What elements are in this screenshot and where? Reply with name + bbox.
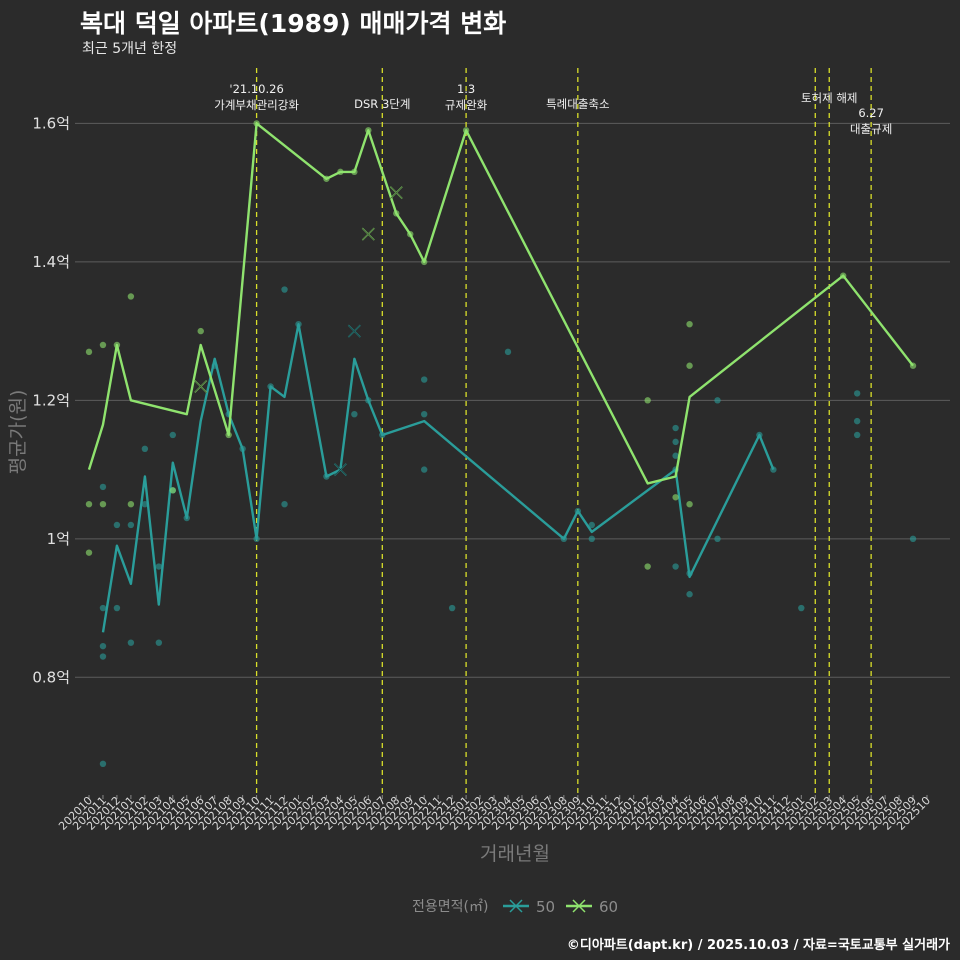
series-60-point: [99, 341, 107, 349]
series-50-point: [421, 466, 428, 473]
series-50-point: [169, 431, 176, 439]
series-60-point: [644, 563, 651, 570]
series-50-point: [448, 604, 456, 612]
series-50-point: [99, 642, 107, 650]
series-50-point: [113, 521, 121, 529]
series-50-point: [853, 431, 861, 439]
policy-label: 1.3: [457, 82, 475, 96]
series-50-point: [99, 653, 107, 660]
series-50-point: [672, 452, 679, 459]
series-50-point: [99, 760, 107, 768]
series-60-point: [85, 348, 93, 356]
series-60-point: [197, 327, 204, 335]
series-50-point: [672, 424, 679, 432]
chart-title: 복대 덕일 아파트(1989) 매매가격 변화: [80, 9, 507, 38]
series-60-cross-outline: [362, 227, 375, 241]
series-60-point: [169, 487, 176, 494]
series-60-cross-outline: [194, 380, 207, 393]
series-60-point: [686, 320, 693, 328]
series-50-point: [421, 376, 428, 383]
series-60-cross-outline: [390, 186, 403, 199]
legend-label: 60: [599, 898, 618, 916]
series-50-point: [421, 410, 428, 418]
series-50-point: [588, 535, 595, 543]
series-60-point: [686, 501, 693, 508]
series-50-point: [853, 417, 861, 425]
policy-label: 대출규제: [850, 122, 892, 136]
legend-key-cross: [572, 899, 586, 913]
series-50-point: [127, 521, 135, 529]
series-60-point: [127, 501, 135, 508]
policy-label: 가계부채관리강화: [214, 98, 299, 112]
series-50-point: [113, 604, 121, 612]
series-50-point: [672, 438, 679, 446]
policy-label: 6.27: [858, 106, 884, 120]
series-50-line: [101, 323, 775, 633]
chart-subtitle: 최근 5개년 한정: [82, 41, 178, 57]
series-50-point: [351, 410, 358, 418]
series-60-point: [644, 397, 651, 404]
y-axis-title: 평균가(원): [7, 390, 29, 475]
legend-title: 전용면적(㎡): [412, 899, 488, 915]
series-50-cross-outline: [334, 463, 347, 476]
y-tick-label: 1.2억: [32, 391, 70, 409]
series-50-point: [127, 639, 135, 646]
policy-label: DSR 3단계: [354, 97, 410, 111]
series-50-point: [141, 501, 149, 508]
y-tick-label: 1.6억: [32, 114, 70, 132]
series-50-point: [504, 348, 512, 356]
policy-label: 토허제 해제: [801, 91, 858, 105]
series-60-point: [686, 362, 693, 369]
series-60-point: [99, 501, 107, 508]
series-50-point: [588, 521, 595, 529]
series-50-point: [155, 639, 163, 646]
series-60-line: [87, 122, 914, 485]
series-50-point: [686, 591, 693, 598]
source-caption: ©디아파트(dapt.kr) / 2025.10.03 / 자료=국토교통부 실…: [566, 938, 950, 953]
policy-label: 특례대출축소: [546, 97, 609, 111]
series-50-point: [281, 501, 288, 508]
policy-label: 규제완화: [445, 98, 488, 112]
series-50-point: [99, 483, 107, 491]
series-60-point: [85, 501, 93, 508]
series-50-point: [672, 563, 679, 570]
legend-key-cross: [509, 899, 523, 913]
x-axis-title: 거래년월: [480, 843, 550, 865]
policy-label: '21.10.26: [229, 82, 283, 96]
series-50-point: [853, 390, 861, 397]
series-50-point: [909, 535, 917, 543]
y-tick-label: 1억: [47, 530, 70, 548]
series-60-point: [85, 549, 93, 556]
series-50-cross-outline: [348, 324, 361, 338]
y-tick-label: 0.8억: [32, 668, 70, 686]
series-50-point: [714, 397, 721, 404]
series-50-point: [281, 286, 288, 293]
series-50-point: [141, 445, 149, 453]
series-50-point: [155, 563, 163, 570]
y-tick-label: 1.4억: [32, 253, 70, 271]
series-60-point: [672, 494, 679, 501]
legend-label: 50: [536, 898, 555, 916]
series-50-point: [714, 535, 721, 543]
series-60-point: [127, 293, 135, 300]
series-50-point: [798, 604, 805, 612]
series-50-point: [99, 604, 107, 612]
